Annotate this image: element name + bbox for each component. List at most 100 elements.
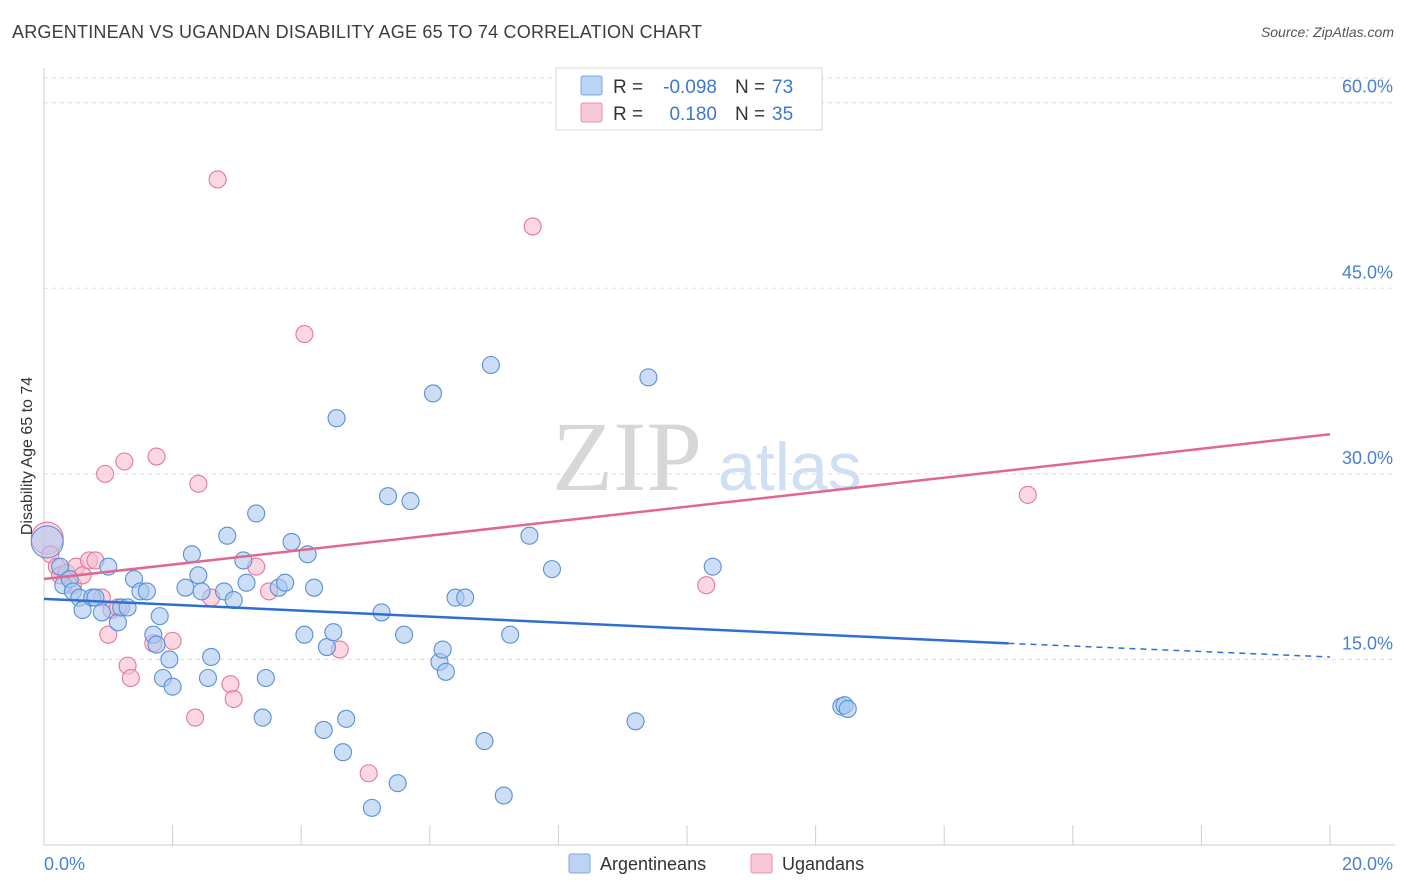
axes — [43, 68, 1395, 846]
ugandans-point-17 — [121, 668, 140, 688]
legend-r-label-1: R = — [613, 77, 643, 98]
argentineans-point-16 — [137, 582, 156, 601]
trend-lines — [43, 433, 1331, 658]
argentineans-point-67 — [626, 712, 645, 731]
ugandans-point-12 — [99, 625, 118, 644]
y-tick-label-45: 45.0% — [1342, 262, 1393, 282]
ugandans-point-11 — [96, 464, 115, 483]
y-tick-labels: 15.0% 30.0% 45.0% 60.0% — [1342, 77, 1393, 654]
source-label: Source: ZipAtlas.com — [1260, 24, 1394, 40]
argentineans-points — [30, 355, 857, 817]
argentineans-point-19 — [150, 607, 169, 626]
argentineans-point-25 — [189, 566, 208, 585]
watermark-atlas: atlas — [718, 429, 862, 505]
argentineans-point-0 — [30, 525, 64, 559]
watermark-zip: ZIP — [552, 401, 702, 512]
y-axis-title: Disability Age 65 to 74 — [19, 377, 36, 535]
argentineans-point-65 — [520, 526, 539, 545]
ugandans-points — [30, 170, 1037, 783]
y-tick-label-30: 30.0% — [1342, 448, 1393, 468]
legend-n-label-1: N = — [735, 77, 765, 98]
ugandans-point-15 — [115, 452, 134, 471]
argentineans-point-46 — [327, 409, 346, 428]
argentineans-point-18 — [147, 635, 166, 654]
argentineans-point-39 — [282, 532, 301, 551]
ugandans-point-31 — [359, 764, 378, 783]
argentineans-point-68 — [639, 368, 658, 387]
argentineans-point-53 — [395, 625, 414, 644]
argentineans-point-35 — [253, 708, 272, 727]
argentineans-point-11 — [108, 613, 127, 632]
argentineans-point-66 — [542, 560, 562, 579]
argentineans-point-40 — [295, 625, 314, 644]
argentineans-point-50 — [372, 603, 391, 622]
argentineans-point-34 — [247, 504, 266, 523]
x-tick-label-min: 0.0% — [44, 854, 85, 874]
x-tick-label-max: 20.0% — [1342, 854, 1393, 874]
ugandans-point-34 — [1018, 485, 1037, 504]
argentineans-point-54 — [401, 492, 420, 511]
argentineans-point-72 — [838, 699, 857, 718]
argentineans-point-9 — [92, 603, 111, 622]
legend-n-value-ugandans: 35 — [772, 104, 793, 125]
ugandans-trend-line — [43, 433, 1331, 581]
chart-title: ARGENTINEAN VS UGANDAN DISABILITY AGE 65… — [12, 22, 703, 42]
legend-swatch-argentineans — [580, 75, 603, 96]
argentineans-point-57 — [433, 640, 452, 659]
argentineans-point-48 — [337, 709, 356, 728]
ugandans-point-29 — [295, 325, 314, 344]
ugandans-point-32 — [523, 217, 542, 236]
argentineans-point-30 — [218, 526, 237, 545]
argentineans-point-22 — [163, 677, 182, 696]
ugandans-point-19 — [147, 447, 166, 466]
argentineans-point-36 — [256, 668, 275, 688]
argentineans-point-52 — [388, 774, 407, 793]
watermark: ZIP atlas — [552, 401, 862, 512]
argentineans-point-24 — [182, 545, 201, 564]
series-legend-label-ugandans: Ugandans — [782, 854, 864, 874]
argentineans-point-1 — [51, 557, 70, 576]
ugandans-point-21 — [186, 708, 205, 727]
series-legend-swatch-ugandans — [750, 853, 773, 874]
argentineans-point-49 — [362, 798, 381, 817]
y-tick-label-60: 60.0% — [1342, 77, 1393, 97]
x-ticks — [43, 825, 1331, 845]
argentineans-point-51 — [378, 487, 398, 506]
argentineans-point-63 — [494, 786, 513, 805]
series-legend-label-argentineans: Argentineans — [600, 854, 706, 874]
legend-n-label-2: N = — [735, 104, 765, 125]
argentineans-trend-extension — [1008, 642, 1331, 658]
argentineans-point-45 — [324, 623, 343, 642]
argentineans-point-43 — [314, 720, 333, 740]
legend-n-value-argentineans: 73 — [772, 77, 793, 98]
ugandans-point-24 — [208, 170, 227, 189]
ugandans-point-22 — [189, 474, 208, 493]
argentineans-point-60 — [456, 588, 475, 607]
argentineans-point-69 — [703, 557, 722, 576]
series-legend-swatch-argentineans — [568, 853, 591, 874]
argentineans-trend-line — [43, 597, 1009, 645]
argentineans-point-42 — [305, 578, 324, 597]
ugandans-point-25 — [221, 675, 240, 694]
legend-r-label-2: R = — [613, 104, 643, 125]
argentineans-point-55 — [423, 384, 443, 403]
ugandans-point-33 — [697, 576, 716, 595]
argentineans-point-27 — [198, 668, 218, 688]
legend-r-value-ugandans: 0.180 — [669, 104, 717, 125]
argentineans-point-61 — [475, 732, 494, 751]
ugandans-point-26 — [224, 689, 243, 709]
argentineans-point-23 — [176, 578, 195, 597]
argentineans-point-32 — [234, 551, 253, 570]
argentineans-point-58 — [436, 662, 455, 681]
argentineans-point-47 — [333, 743, 353, 762]
y-tick-label-15: 15.0% — [1342, 633, 1393, 653]
argentineans-point-62 — [481, 355, 500, 375]
ugandans-point-20 — [163, 631, 182, 650]
argentineans-point-38 — [276, 573, 295, 592]
argentineans-point-21 — [160, 650, 179, 669]
argentineans-point-31 — [224, 591, 243, 610]
argentineans-point-64 — [501, 625, 520, 644]
argentineans-point-33 — [237, 573, 256, 592]
legend-swatch-ugandans — [580, 102, 603, 123]
